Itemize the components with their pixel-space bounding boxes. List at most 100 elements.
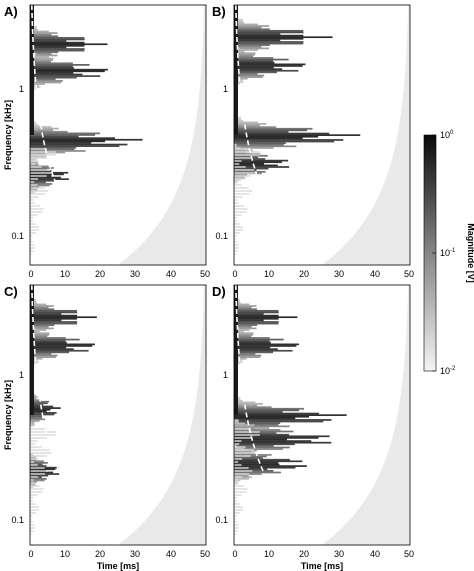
low-frequency-streak	[234, 223, 240, 225]
ridge-band-streak	[30, 478, 47, 480]
low-frequency-streak	[30, 205, 40, 207]
x-ticks-a: 0 10 20 30 40 50	[28, 269, 210, 279]
low-frequency-streak	[30, 482, 35, 484]
ridge-band-streak	[234, 321, 279, 323]
low-frequency-streak	[30, 437, 48, 439]
ridge-band-streak	[30, 420, 40, 422]
ridge-band-streak	[234, 305, 257, 307]
ridge-band-streak	[30, 64, 90, 66]
panel-d: D) 1 0.1 0 10 20 30 40 50	[212, 284, 414, 559]
x-tick-label-d-30: 30	[334, 549, 344, 559]
low-frequency-streak	[234, 157, 252, 159]
ridge-band-streak	[234, 119, 244, 122]
low-frequency-streak	[234, 190, 253, 192]
ridge-band-streak	[30, 329, 47, 331]
ridge-band-streak	[30, 140, 106, 143]
low-frequency-streak	[30, 458, 39, 460]
x-tick-label-b-40: 40	[370, 269, 380, 279]
low-frequency-streak	[234, 199, 238, 201]
ridge-band-streak	[30, 51, 59, 54]
low-frequency-streak	[30, 220, 33, 222]
x-tick-label-c-50: 50	[200, 549, 210, 559]
ridge-band-streak	[234, 49, 259, 51]
ridge-band-streak	[30, 80, 63, 82]
ridge-band-streak	[234, 419, 332, 421]
low-frequency-streak	[30, 154, 56, 156]
coi-masked-region	[322, 5, 410, 265]
colorbar-tick-label-1: 10-1	[440, 248, 456, 258]
ridge-band-streak	[234, 121, 259, 124]
low-frequency-streak	[234, 506, 243, 508]
ridge-band-streak	[30, 48, 85, 50]
low-frequency-streak	[234, 437, 252, 439]
low-frequency-streak	[30, 530, 34, 532]
ridge-band-streak	[30, 424, 35, 427]
low-frequency-streak	[234, 482, 239, 484]
low-frequency-streak	[30, 223, 36, 225]
ridge-band-streak	[234, 57, 274, 59]
low-frequency-streak	[234, 455, 251, 457]
low-frequency-streak	[234, 202, 239, 204]
y-tick-label-b-2: 0.1	[215, 231, 228, 241]
ridge-band-streak	[30, 346, 67, 349]
ridge-band-streak	[30, 173, 64, 176]
ridge-band-streak	[234, 47, 270, 50]
x-axis-label-left: Time [ms]	[97, 561, 139, 571]
ridge-band-streak	[30, 178, 69, 181]
ridge-band-streak	[30, 325, 49, 328]
ridge-band-streak	[234, 327, 257, 330]
x-tick-label-d-40: 40	[370, 549, 380, 559]
ridge-band-streak	[234, 170, 266, 173]
ridge-band-streak	[30, 468, 56, 471]
ridge-band-streak	[30, 84, 40, 87]
ridge-band-streak	[30, 143, 128, 146]
ridge-band-streak	[30, 179, 55, 182]
ridge-band-streak	[30, 30, 49, 33]
ridge-band-streak	[30, 137, 115, 139]
x-tick-label-a-30: 30	[130, 269, 140, 279]
ridge-band-streak	[234, 468, 268, 471]
ridge-band-streak	[30, 306, 49, 309]
ridge-band-streak	[30, 308, 55, 311]
low-frequency-streak	[234, 253, 236, 255]
ridge-band-streak	[234, 351, 274, 354]
ridge-band-streak	[234, 129, 307, 132]
low-frequency-streak	[234, 467, 249, 469]
ridge-band-streak	[234, 406, 272, 408]
x-tick-label-d-10: 10	[264, 549, 274, 559]
ridge-band-streak	[30, 33, 52, 36]
ridge-band-streak	[30, 356, 57, 359]
low-frequency-streak	[30, 211, 43, 213]
low-frequency-streak	[30, 455, 47, 457]
ridge-band-streak	[234, 357, 247, 360]
ridge-band-streak	[30, 415, 43, 417]
ridge-band-streak	[234, 401, 256, 404]
ridge-band-streak	[30, 176, 61, 179]
ridge-band-streak	[30, 36, 85, 39]
ridge-band-streak	[234, 145, 237, 148]
colorbar-tick-label-0: 100	[440, 130, 454, 140]
ridge-band-streak	[234, 135, 319, 138]
ridge-band-streak	[30, 56, 42, 58]
y-tick-label-c-2: 0.1	[11, 515, 24, 525]
colorbar-tick-base-0: 10	[440, 130, 450, 140]
ridge-band-streak	[234, 25, 270, 27]
colorbar-tick-exp-0: 0	[450, 130, 454, 136]
ridge-band-streak	[234, 124, 260, 127]
low-frequency-streak	[234, 169, 255, 171]
ridge-band-streak	[30, 345, 93, 347]
colorbar-label: Magnitude [V]	[466, 223, 474, 283]
low-frequency-streak	[30, 157, 48, 159]
low-frequency-streak	[234, 148, 251, 150]
ridge-band-streak	[30, 49, 85, 52]
x-tick-label-c-30: 30	[130, 549, 140, 559]
low-frequency-streak	[234, 518, 236, 520]
y-ticks-d: 1 0.1	[215, 370, 228, 525]
ridge-band-streak	[234, 317, 279, 320]
ridge-band-streak	[234, 343, 299, 346]
ridge-band-streak	[234, 353, 256, 355]
ridge-band-streak	[30, 138, 143, 141]
ridge-band-streak	[30, 408, 51, 411]
colorbar-tick-base-1: 10	[440, 248, 450, 258]
low-frequency-streak	[30, 160, 38, 162]
